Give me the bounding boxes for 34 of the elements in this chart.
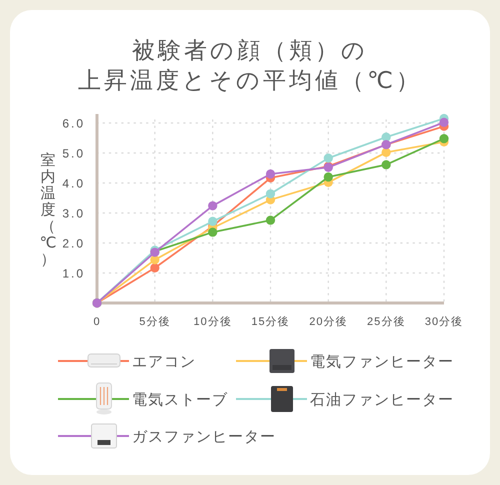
legend-label: エアコン [132,354,196,370]
point [208,216,218,226]
point [382,148,391,157]
point [382,160,391,170]
ytick: 5.0 [62,146,85,160]
point [324,154,333,163]
point [208,228,218,237]
xtick: 20分後 [309,316,348,328]
ylabel: 室内温度（℃） [40,152,56,268]
ytick: 2.0 [62,236,85,250]
xtick: 0 [93,316,101,328]
xtick: 10分後 [194,316,232,328]
legend-label: ガスファンヒーター [132,428,276,446]
legend-label: 電気ファンヒーター [310,354,454,370]
ytick: 1.0 [62,266,85,280]
point [208,201,218,210]
xtick: 15分後 [251,316,290,328]
point [266,216,276,225]
title: 被験者の顔（頬）の [132,37,368,63]
ytick: 6.0 [62,116,85,130]
ytick: 4.0 [62,176,85,190]
legend-label: 石油ファンヒーター [310,392,454,408]
point [266,169,276,179]
xtick: 5分後 [139,316,170,328]
subtitle: 上昇温度とその平均値（℃） [78,67,422,93]
point [266,189,276,198]
point [150,263,160,272]
point [439,118,449,127]
xtick: 30分後 [424,316,464,328]
xtick: 25分後 [367,316,406,328]
ytick: 3.0 [62,206,85,220]
point [324,172,333,182]
legend-label: 電気ストーブ [132,392,228,408]
point [439,134,449,144]
